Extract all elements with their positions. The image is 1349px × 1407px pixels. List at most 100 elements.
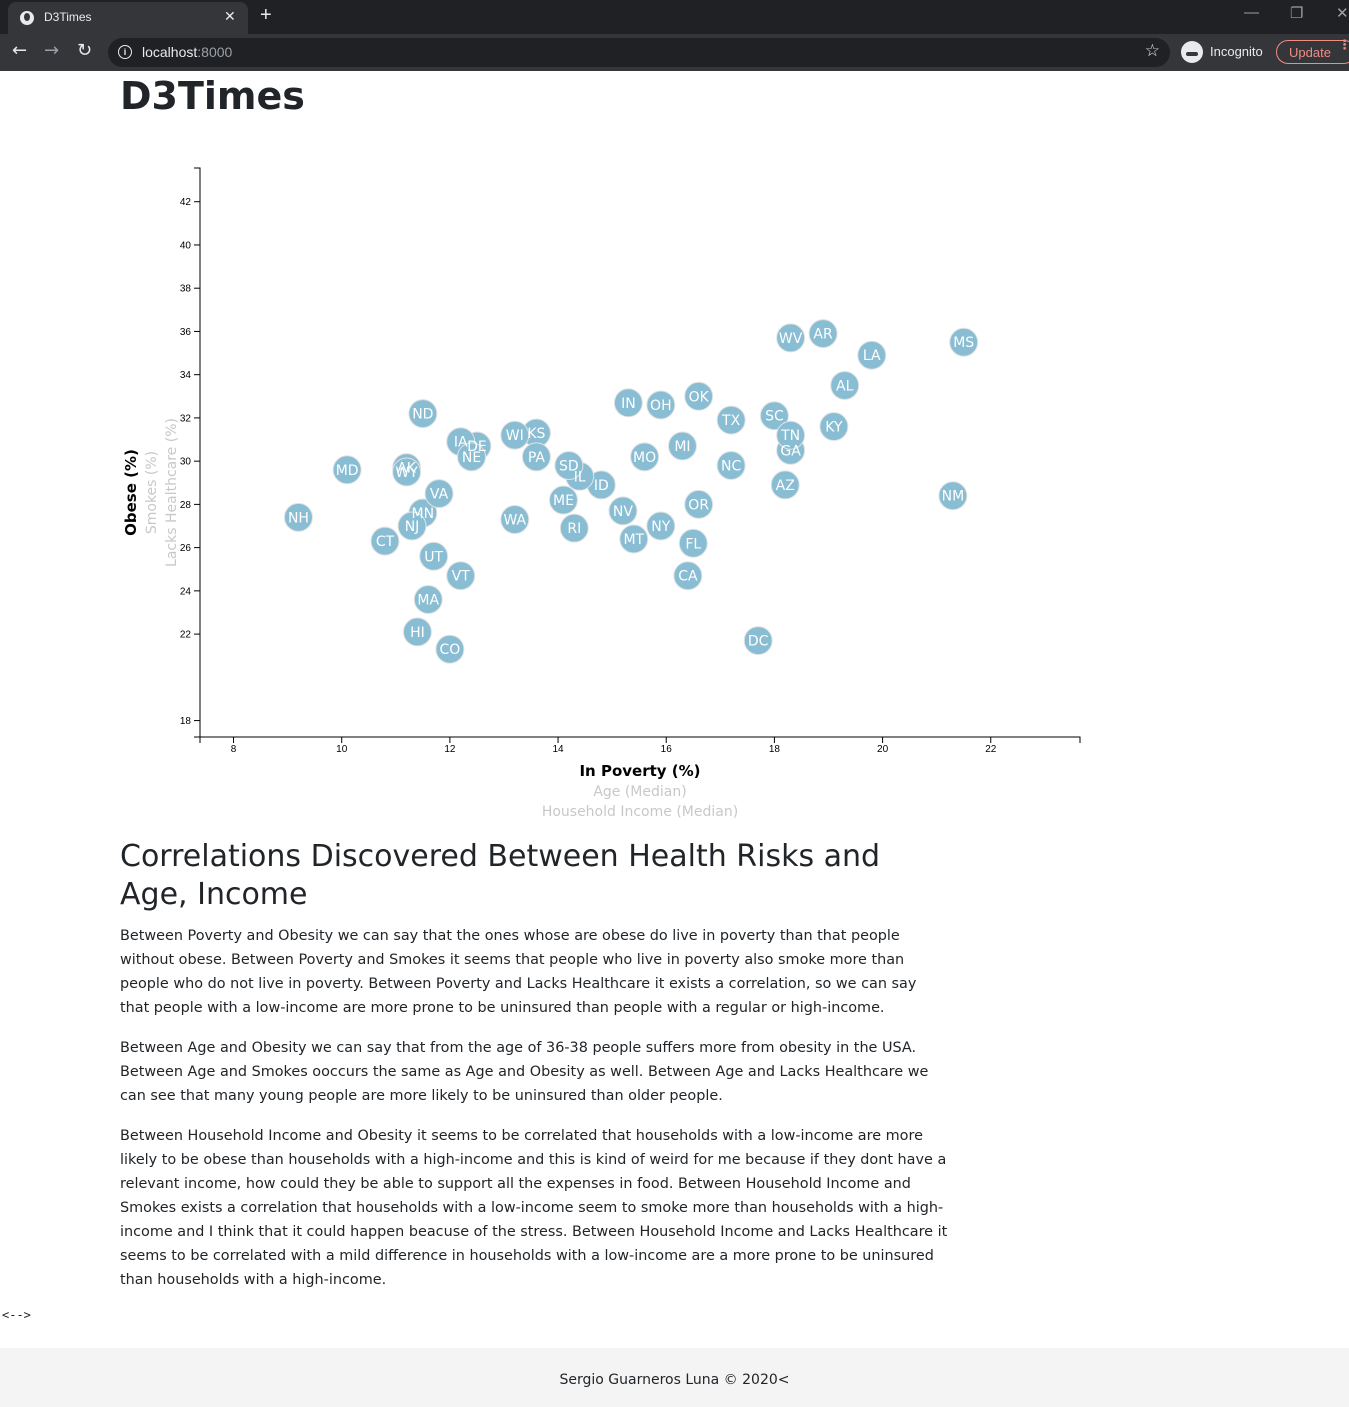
state-point-in[interactable] [613, 388, 643, 418]
footer: Sergio Guarneros Luna © 2020< [0, 1348, 1349, 1407]
state-point-dc[interactable] [743, 626, 773, 656]
scatter-chart: 8 10 12 14 16 18 20 22 18 22 24 26 28 30 32 34 36 38 40 42… [122, 167, 1081, 820]
state-point-ca[interactable] [673, 561, 703, 591]
state-point-or[interactable] [684, 489, 714, 519]
state-label-wi: WI [506, 428, 524, 444]
state-point-ky[interactable] [819, 412, 849, 442]
state-point-ok[interactable] [684, 381, 714, 411]
state-label-vt: VT [452, 569, 471, 585]
state-point-wi[interactable] [500, 420, 530, 450]
kebab-menu-icon[interactable]: ⋮ [1338, 38, 1349, 53]
state-point-az[interactable] [770, 470, 800, 500]
state-point-nd[interactable] [408, 399, 438, 429]
state-label-nj: NJ [405, 519, 420, 535]
state-point-sd[interactable] [554, 450, 584, 480]
state-label-al: AL [836, 378, 854, 394]
url-host: localhost [142, 44, 198, 60]
stray-comment-text: <--> [2, 1308, 31, 1322]
state-points: AL AK AZ AR CA CO CT DE DC FL GA HI ID IL IN IA KS KY LA ME… [283, 319, 979, 664]
state-point-ct[interactable] [370, 526, 400, 556]
x-axis-label-2[interactable]: Household Income (Median) [542, 804, 738, 820]
state-point-me[interactable] [548, 485, 578, 515]
state-point-hi[interactable] [402, 617, 432, 647]
state-point-nm[interactable] [938, 481, 968, 511]
state-label-de: DE [467, 439, 487, 455]
y-tick-label: 28 [180, 500, 192, 511]
bookmark-star-icon[interactable]: ☆ [1144, 41, 1160, 61]
state-label-nv: NV [613, 504, 633, 520]
restore-icon[interactable]: ❐ [1290, 5, 1304, 22]
analysis-paragraph-age: Between Age and Obesity we can say that … [120, 1040, 929, 1104]
state-point-al[interactable] [830, 370, 860, 400]
state-label-ma: MA [417, 593, 439, 609]
state-point-la[interactable] [857, 340, 887, 370]
back-arrow-icon[interactable]: ← [12, 40, 28, 61]
state-point-fl[interactable] [678, 528, 708, 558]
state-label-wa: WA [503, 513, 526, 529]
forward-arrow-icon[interactable]: → [44, 40, 60, 61]
state-point-ri[interactable] [559, 513, 589, 543]
state-point-ne[interactable] [457, 442, 487, 472]
x-axis-label-1[interactable]: Age (Median) [593, 784, 686, 800]
state-point-ar[interactable] [808, 319, 838, 349]
x-tick-label: 22 [985, 744, 997, 755]
state-label-wy: WY [395, 465, 418, 481]
state-point-ny[interactable] [646, 511, 676, 541]
x-axis-labels: In Poverty (%) Age (Median) Household Inco… [542, 762, 738, 820]
update-button[interactable]: Update [1276, 40, 1349, 64]
tab-close-icon[interactable]: ✕ [224, 8, 236, 24]
state-point-wv[interactable] [776, 323, 806, 353]
state-point-va[interactable] [424, 479, 454, 509]
url-text[interactable]: localhost:8000 [142, 44, 232, 60]
y-axis-label-2[interactable]: Lacks Healthcare (%) [164, 418, 180, 567]
window-close-icon[interactable]: ✕ [1336, 5, 1349, 22]
state-point-mt[interactable] [619, 524, 649, 554]
state-point-nj[interactable] [397, 511, 427, 541]
state-point-tn[interactable] [776, 420, 806, 450]
info-icon[interactable]: i [118, 45, 132, 59]
minimize-icon[interactable]: — [1244, 4, 1259, 21]
y-tick-label: 42 [180, 197, 192, 208]
y-tick-label: 36 [180, 327, 192, 338]
state-label-id: ID [594, 478, 609, 494]
state-point-oh[interactable] [646, 390, 676, 420]
state-label-nc: NC [721, 458, 741, 474]
state-label-ks: KS [527, 426, 545, 442]
state-label-mt: MT [623, 532, 644, 548]
state-point-md[interactable] [332, 455, 362, 485]
state-label-va: VA [430, 487, 449, 503]
state-label-ne: NE [462, 450, 481, 466]
state-label-md: MD [336, 463, 359, 479]
state-point-wy[interactable] [392, 457, 422, 487]
state-point-mo[interactable] [630, 442, 660, 472]
analysis-paragraph-income: Between Household Income and Obesity it … [120, 1128, 948, 1288]
state-label-il: IL [574, 469, 586, 485]
state-label-oh: OH [650, 398, 672, 414]
state-point-mi[interactable] [667, 431, 697, 461]
state-point-ut[interactable] [419, 541, 449, 571]
state-label-me: ME [553, 493, 574, 509]
browser-tab[interactable]: D3Times ✕ [8, 2, 248, 34]
y-axis-label-0[interactable]: Obese (%) [122, 449, 140, 536]
state-point-nv[interactable] [608, 496, 638, 526]
state-label-nm: NM [942, 489, 965, 505]
state-point-co[interactable] [435, 634, 465, 664]
state-point-wa[interactable] [500, 505, 530, 535]
state-point-pa[interactable] [521, 442, 551, 472]
state-point-vt[interactable] [446, 561, 476, 591]
y-tick-label: 22 [180, 630, 192, 641]
new-tab-button[interactable]: + [260, 4, 272, 26]
y-axis-label-1[interactable]: Smokes (%) [144, 451, 160, 534]
state-label-ia: IA [454, 435, 468, 451]
state-point-ma[interactable] [413, 585, 443, 615]
state-point-sc[interactable] [759, 401, 789, 431]
state-point-ms[interactable] [949, 327, 979, 357]
state-point-nh[interactable] [283, 502, 313, 532]
state-label-fl: FL [685, 536, 701, 552]
state-point-nc[interactable] [716, 450, 746, 480]
x-axis-label-0[interactable]: In Poverty (%) [579, 762, 700, 780]
address-bar[interactable]: i localhost:8000 ☆ [108, 38, 1170, 67]
state-point-tx[interactable] [716, 405, 746, 435]
state-label-nh: NH [288, 510, 309, 526]
reload-icon[interactable]: ↻ [77, 40, 93, 61]
